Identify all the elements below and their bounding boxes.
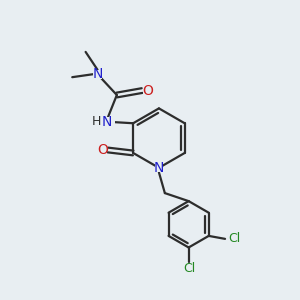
Text: Cl: Cl	[228, 232, 240, 245]
Text: O: O	[142, 84, 153, 98]
FancyBboxPatch shape	[98, 117, 115, 127]
FancyBboxPatch shape	[143, 86, 152, 95]
FancyBboxPatch shape	[98, 146, 107, 154]
Text: Cl: Cl	[183, 262, 195, 275]
Text: H: H	[92, 115, 101, 128]
Text: N: N	[101, 115, 112, 129]
Text: N: N	[154, 161, 164, 175]
FancyBboxPatch shape	[155, 164, 163, 172]
Text: N: N	[92, 67, 103, 81]
FancyBboxPatch shape	[93, 70, 102, 79]
Text: O: O	[97, 143, 108, 157]
